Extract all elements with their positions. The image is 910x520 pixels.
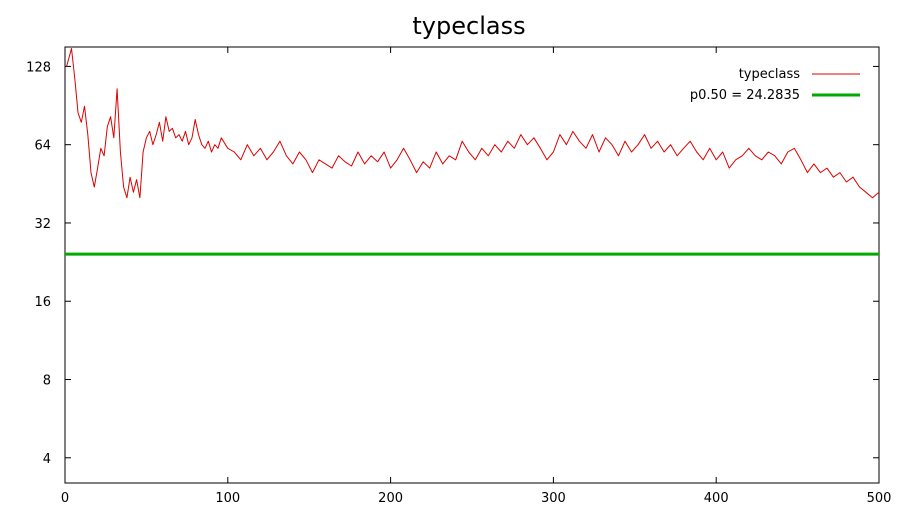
- x-tick-label: 500: [867, 491, 892, 506]
- series-group: [65, 48, 880, 256]
- tick-group: 0 100 200 300 400 500 4 8 16 32 64 128: [26, 47, 891, 506]
- legend-label-1: p0.50 = 24.2835: [690, 88, 800, 103]
- y-tick-label: 128: [26, 60, 51, 75]
- series-line-0: [66, 48, 880, 199]
- y-tick-label: 4: [43, 452, 51, 467]
- y-tick-label: 64: [34, 139, 51, 154]
- x-tick-label: 100: [215, 491, 240, 506]
- x-tick-label: 200: [378, 491, 403, 506]
- plot-frame: [64, 46, 880, 484]
- x-tick-label: 400: [704, 491, 729, 506]
- x-tick-label: 0: [61, 491, 69, 506]
- y-tick-label: 16: [34, 295, 51, 310]
- chart-title: typeclass: [412, 12, 525, 40]
- legend-label-0: typeclass: [739, 67, 801, 82]
- y-tick-label: 8: [43, 374, 51, 389]
- legend: typeclass p0.50 = 24.2835: [690, 67, 860, 103]
- y-tick-label: 32: [34, 217, 51, 232]
- x-tick-label: 300: [541, 491, 566, 506]
